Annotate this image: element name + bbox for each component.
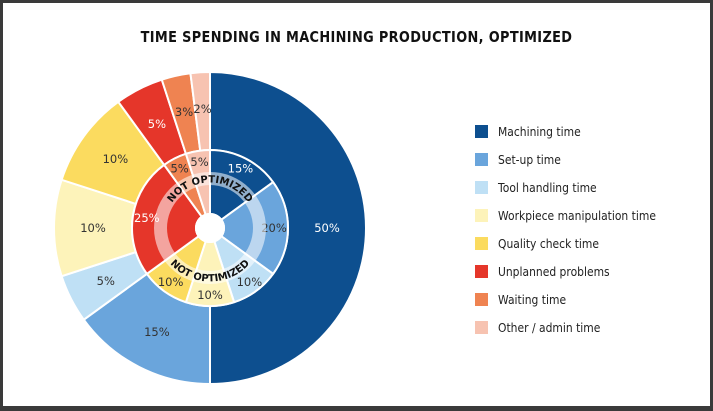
data-label-inner-3: 10%	[197, 288, 223, 302]
legend-item: Unplanned problems	[475, 261, 682, 289]
data-label-inner-6: 5%	[170, 161, 188, 175]
legend-swatch	[475, 208, 488, 222]
data-label-inner-0: 15%	[228, 161, 254, 175]
data-label-outer-6: 3%	[175, 105, 193, 119]
legend-item: Set-up time	[475, 149, 682, 177]
data-label-inner-5: 25%	[134, 211, 160, 225]
legend-label: Set-up time	[498, 151, 561, 167]
legend-label: Workpiece manipulation time	[498, 207, 656, 223]
legend-swatch	[475, 292, 488, 306]
legend-label: Tool handling time	[498, 179, 597, 195]
legend-swatch	[475, 152, 488, 166]
legend-label: Other / admin time	[498, 319, 601, 335]
legend-swatch	[475, 124, 488, 138]
legend-item: Workpiece manipulation time	[475, 205, 682, 233]
data-label-outer-3: 10%	[80, 221, 106, 235]
data-label-inner-7: 5%	[190, 155, 208, 169]
legend-item: Other / admin time	[475, 317, 682, 345]
legend-label: Quality check time	[498, 235, 600, 251]
legend-item: Tool handling time	[475, 177, 682, 205]
data-label-outer-5: 5%	[148, 117, 166, 131]
legend-label: Machining time	[498, 123, 581, 139]
legend-item: Waiting time	[475, 289, 682, 317]
data-label-outer-7: 2%	[193, 102, 211, 116]
legend-swatch	[475, 320, 488, 334]
data-label-inner-4: 10%	[158, 275, 184, 289]
legend-swatch	[475, 180, 488, 194]
donut-hole	[195, 213, 225, 243]
chart-title: TIME SPENDING IN MACHINING PRODUCTION, O…	[140, 28, 573, 46]
legend-item: Machining time	[475, 121, 682, 149]
legend-item: Quality check time	[475, 233, 682, 261]
data-label-outer-2: 5%	[97, 274, 115, 288]
legend: Machining time Set-up time Tool handling t…	[475, 121, 682, 345]
legend-label: Unplanned problems	[498, 263, 610, 279]
data-label-outer-4: 10%	[103, 152, 129, 166]
data-label-inner-1: 20%	[261, 221, 287, 235]
legend-swatch	[475, 236, 488, 250]
data-label-outer-1: 15%	[144, 325, 170, 339]
data-label-inner-2: 10%	[237, 275, 263, 289]
data-label-outer-0: 50%	[314, 221, 340, 235]
legend-swatch	[475, 264, 488, 278]
legend-label: Waiting time	[498, 291, 567, 307]
